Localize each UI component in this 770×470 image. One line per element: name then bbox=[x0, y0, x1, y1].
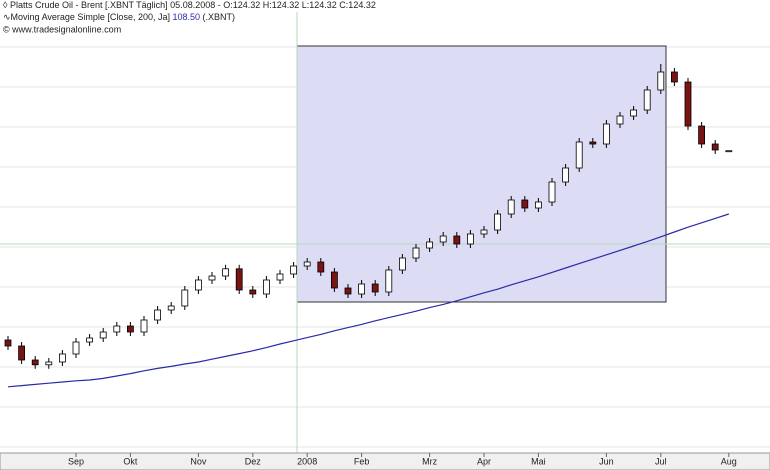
highlight-box bbox=[296, 45, 667, 303]
x-tick-label: Mai bbox=[531, 456, 546, 466]
candle-body bbox=[113, 325, 121, 333]
candle-body bbox=[426, 241, 434, 249]
candle-body bbox=[249, 289, 257, 295]
candle-body bbox=[303, 261, 311, 267]
candle-body bbox=[616, 115, 624, 125]
x-tick-label: Feb bbox=[354, 456, 370, 466]
icon: ∿ bbox=[3, 12, 11, 22]
x-tick-label: Aug bbox=[721, 456, 737, 466]
candle-body bbox=[494, 213, 502, 231]
candle-body bbox=[208, 275, 216, 281]
x-tick-label: Mrz bbox=[422, 456, 437, 466]
source: © www.tradesignalonline.com bbox=[3, 24, 121, 34]
candle-body bbox=[330, 271, 338, 289]
candle-body bbox=[535, 201, 542, 209]
candle-body bbox=[725, 150, 733, 153]
candle-body bbox=[439, 235, 447, 243]
candle-body bbox=[548, 181, 556, 203]
candle-body bbox=[276, 273, 284, 281]
x-tick-label: Jun bbox=[599, 456, 614, 466]
candle-body bbox=[154, 309, 162, 321]
candle-body bbox=[562, 167, 569, 183]
candle-body bbox=[4, 339, 12, 347]
x-tick-label: Apr bbox=[477, 456, 491, 466]
x-axis-band bbox=[0, 452, 770, 470]
candle-body bbox=[603, 123, 610, 145]
x-tick-label: Jul bbox=[655, 456, 667, 466]
candle-body bbox=[167, 305, 175, 311]
candle-body bbox=[86, 337, 93, 343]
candle-body bbox=[18, 345, 26, 361]
chart-title: Platts Crude Oil - Brent [.XBNT Täglich]… bbox=[10, 0, 376, 10]
candle-body bbox=[59, 353, 66, 363]
candle-body bbox=[521, 199, 529, 209]
x-tick-label: Okt bbox=[123, 456, 138, 466]
legend-suffix: (.XBNT) bbox=[203, 12, 236, 22]
candle-body bbox=[630, 109, 637, 117]
candle-body bbox=[262, 279, 270, 295]
x-tick-label: Sep bbox=[68, 456, 84, 466]
candle-body bbox=[589, 141, 597, 145]
candle-body bbox=[235, 268, 243, 291]
x-tick-label: 2008 bbox=[297, 456, 317, 466]
candle-body bbox=[412, 247, 420, 259]
candle-body bbox=[72, 341, 80, 355]
candle-body bbox=[181, 289, 189, 307]
candle-body bbox=[31, 359, 39, 366]
candle-body bbox=[385, 269, 393, 293]
candle-body bbox=[358, 283, 366, 295]
header-line: ◊ Platts Crude Oil - Brent [.XBNT Täglic… bbox=[3, 0, 376, 10]
candle-body bbox=[194, 279, 202, 291]
candle-body bbox=[317, 261, 325, 273]
candle-body bbox=[140, 319, 148, 333]
x-tick-label: Dez bbox=[245, 456, 262, 466]
candle-body bbox=[344, 287, 352, 295]
candle-body bbox=[222, 268, 230, 277]
candle-body bbox=[398, 257, 406, 271]
candle-body bbox=[507, 199, 515, 215]
candle-body bbox=[290, 265, 298, 275]
candle-body bbox=[99, 331, 107, 339]
legend-name: Moving Average Simple [Close, 200, Ja] bbox=[11, 12, 170, 22]
candle-body bbox=[671, 71, 678, 83]
x-tick-label: Nov bbox=[190, 456, 207, 466]
candle-body bbox=[698, 125, 705, 145]
candle-body bbox=[684, 81, 692, 127]
legend-value: 108.50 bbox=[172, 12, 200, 22]
candle-body bbox=[453, 235, 461, 245]
moving-average-line bbox=[7, 213, 729, 388]
candle-body bbox=[127, 325, 134, 333]
candle-body bbox=[480, 229, 488, 235]
candle-body bbox=[45, 361, 53, 366]
candle-body bbox=[657, 71, 665, 91]
marks bbox=[4, 64, 733, 388]
candle-body bbox=[371, 283, 379, 293]
candle-body bbox=[643, 89, 651, 111]
legend-entry: ∿Moving Average Simple [Close, 200, Ja] … bbox=[3, 12, 235, 22]
candle-body bbox=[466, 233, 474, 245]
candle-body bbox=[711, 143, 719, 151]
candle-body bbox=[575, 141, 583, 169]
icon: ◊ bbox=[3, 0, 10, 10]
